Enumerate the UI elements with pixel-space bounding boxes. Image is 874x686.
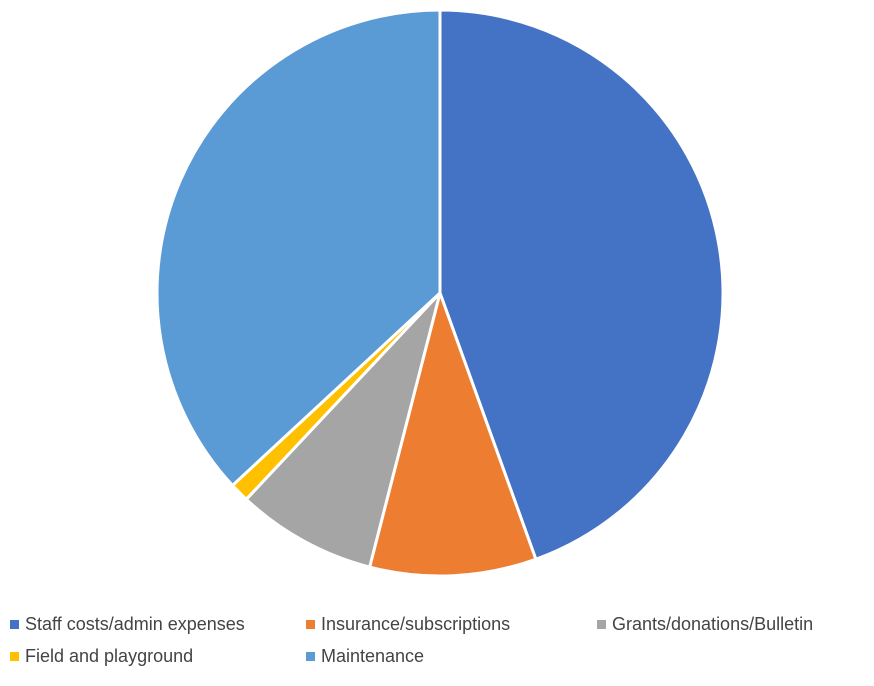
legend-item-insurance: Insurance/subscriptions (306, 614, 510, 635)
legend-swatch-staff-costs (10, 620, 19, 629)
legend-label-staff-costs: Staff costs/admin expenses (25, 614, 245, 634)
pie-slice-insurance (368, 291, 538, 578)
legend-label-insurance: Insurance/subscriptions (321, 614, 511, 634)
legend-row: Field and playground Maintenance (10, 646, 870, 678)
legend-item-grants: Grants/donations/Bulletin (597, 614, 813, 635)
legend: Staff costs/admin expenses Insurance/sub… (10, 614, 870, 678)
legend-swatch-maintenance (306, 652, 315, 661)
legend-swatch-grants (597, 620, 606, 629)
legend-item-staff-costs: Staff costs/admin expenses (10, 614, 245, 635)
pie-slice-staff-costs (438, 8, 725, 561)
legend-item-maintenance: Maintenance (306, 646, 424, 667)
pie-slice-maintenance (155, 8, 442, 487)
legend-swatch-insurance (306, 620, 315, 629)
pie-chart (155, 8, 725, 578)
legend-swatch-field-playground (10, 652, 19, 661)
legend-label-field-playground: Field and playground (25, 646, 194, 666)
legend-item-field-playground: Field and playground (10, 646, 193, 667)
pie-slice-grants (244, 291, 442, 569)
legend-label-grants: Grants/donations/Bulletin (612, 614, 814, 634)
legend-label-maintenance: Maintenance (321, 646, 425, 666)
legend-row: Staff costs/admin expenses Insurance/sub… (10, 614, 870, 646)
